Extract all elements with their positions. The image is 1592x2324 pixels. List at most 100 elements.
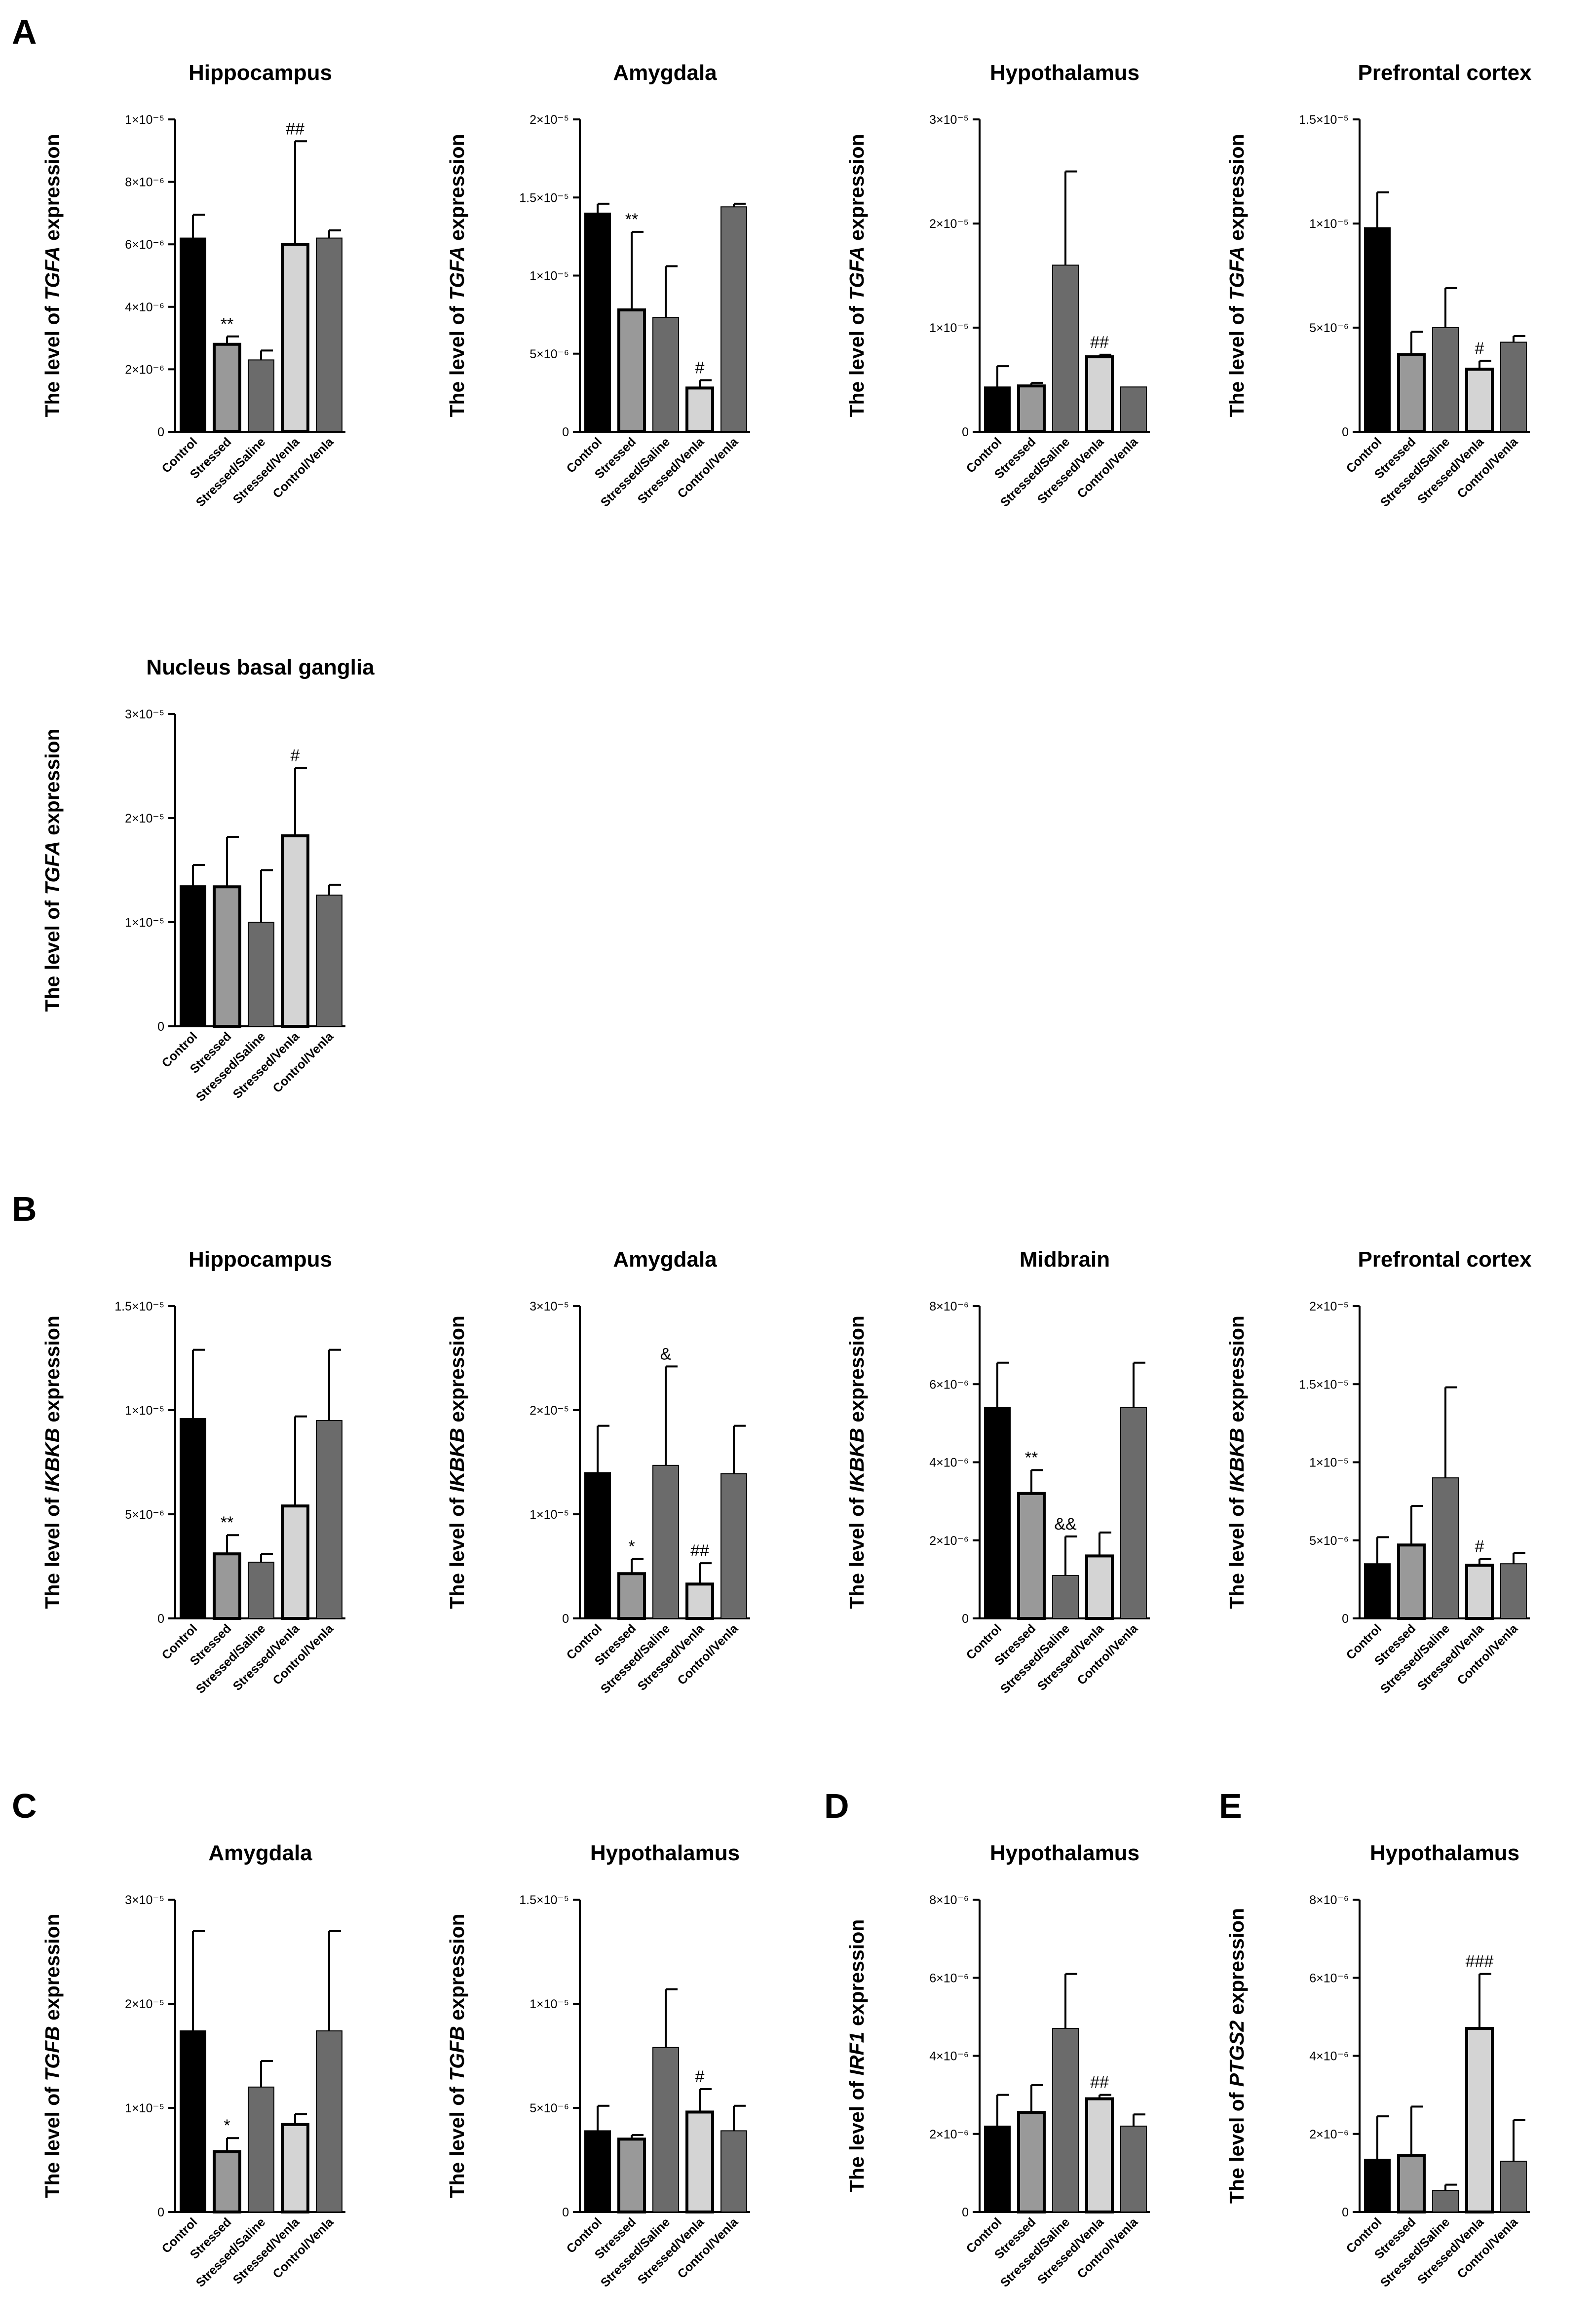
bar-control [984, 2125, 1011, 2212]
y-tick-label: 0 [562, 1612, 569, 1626]
bar-stressed [1017, 2111, 1046, 2214]
bar-stressed [213, 2150, 241, 2213]
chart-b-midbrain: Midbrain The level of IKBKB expression 0 2×… [845, 1247, 1150, 1696]
chart-title: Prefrontal cortex [1358, 61, 1532, 85]
chart-e-hypothalamus: Hypothalamus The level of PTGS2 expressio… [1225, 1841, 1530, 2290]
bar-control-venla [316, 237, 342, 432]
y-tick-label: 2×10⁻⁶ [125, 363, 164, 376]
y-axis-label-suffix: expression [41, 134, 64, 246]
bar-stressed-venla [281, 2123, 309, 2214]
bar-stressed-saline [1052, 264, 1079, 432]
x-tick-label-control-venla: Control/Venla [1455, 1621, 1521, 1688]
panel-letter-a: A [12, 13, 37, 51]
panel-letter-e: E [1219, 1787, 1242, 1825]
bar-stressed-venla [1085, 2097, 1114, 2213]
bar-control [584, 1472, 611, 1619]
y-tick-label: 0 [157, 1020, 164, 1034]
y-axis-label-suffix: expression [446, 134, 468, 246]
y-axis-label-gene: IKBKB [1225, 1428, 1248, 1492]
bar-control [180, 1418, 206, 1619]
bar-stressed-saline [652, 317, 679, 433]
significance-label: ** [625, 210, 638, 229]
x-tick-label-control-venla: Control/Venla [1075, 435, 1141, 501]
y-tick-label: 0 [157, 1612, 164, 1626]
chart-title: Prefrontal cortex [1358, 1247, 1532, 1272]
significance-label: ** [221, 1513, 233, 1532]
bar-stressed-venla [1465, 2027, 1494, 2213]
bar-stressed-saline [1432, 327, 1459, 432]
y-tick-label: 1×10⁻⁵ [125, 113, 164, 127]
y-tick-label: 5×10⁻⁶ [1309, 321, 1349, 335]
bar-stressed-saline [652, 2047, 679, 2212]
chart-title: Nucleus basal ganglia [146, 655, 375, 679]
significance-label: * [628, 1537, 635, 1556]
x-tick-label-control-venla: Control/Venla [1075, 1621, 1141, 1688]
y-axis-label: The level of TGFB expression [446, 1913, 468, 2198]
chart-title: Amygdala [613, 61, 717, 85]
y-tick-label: 1×10⁻⁵ [530, 269, 569, 283]
y-tick-label: 3×10⁻⁵ [125, 708, 164, 721]
y-axis-label-prefix: The level of [446, 1492, 468, 1609]
y-tick-label: 2×10⁻⁵ [125, 812, 164, 825]
y-tick-label: 0 [562, 425, 569, 439]
x-tick-label-control-venla: Control/Venla [1075, 2215, 1141, 2282]
significance-label: # [695, 2067, 705, 2086]
bar-stressed-venla [281, 1504, 309, 1620]
y-axis-label: The level of IRF1 expression [845, 1919, 868, 2193]
y-axis-label-gene: TGFA [1225, 246, 1248, 300]
y-axis-label: The level of IKBKB expression [446, 1315, 468, 1609]
bar-control-venla [316, 1420, 342, 1619]
chart-b-hippocampus: Hippocampus The level of IKBKB expression… [41, 1247, 345, 1696]
y-axis-label-gene: TGFB [446, 2026, 468, 2081]
x-tick-label-control-venla: Control/Venla [270, 435, 337, 501]
y-tick-label: 2×10⁻⁶ [1309, 2128, 1349, 2141]
y-tick-label: 0 [962, 2206, 969, 2219]
bar-control [984, 386, 1011, 433]
panel-letter-d: D [824, 1787, 849, 1825]
panel-letter-c: C [12, 1787, 37, 1825]
x-tick-label-control-venla: Control/Venla [675, 1621, 742, 1688]
bar-control-venla [720, 206, 747, 432]
y-tick-label: 3×10⁻⁵ [929, 113, 969, 127]
y-tick-label: 5×10⁻⁶ [125, 1508, 164, 1522]
bar-stressed-venla [1465, 1564, 1494, 1620]
y-axis-label-gene: TGFA [845, 246, 868, 300]
chart-c-amygdala: Amygdala The level of TGFB expression 0 1×1… [41, 1841, 345, 2290]
y-tick-label: 2×10⁻⁶ [929, 1534, 969, 1548]
significance-label: # [1475, 1537, 1484, 1556]
y-axis-label: The level of TGFA expression [41, 728, 64, 1012]
y-tick-label: 2×10⁻⁵ [1309, 1300, 1349, 1313]
bar-control [584, 2130, 611, 2212]
bar-control-venla [1500, 1563, 1527, 1619]
bar-control-venla [720, 1473, 747, 1619]
bar-stressed-venla [685, 2110, 714, 2213]
chart-title: Hypothalamus [990, 61, 1139, 85]
y-axis-label: The level of TGFA expression [446, 134, 468, 417]
y-tick-label: 5×10⁻⁶ [530, 347, 569, 361]
panel-letter-b: B [12, 1190, 37, 1228]
y-tick-label: 3×10⁻⁵ [125, 1893, 164, 1907]
chart-d-hypothalamus: Hypothalamus The level of IRF1 expression… [845, 1841, 1150, 2290]
bar-control [180, 2030, 206, 2212]
y-axis-label-gene: TGFA [41, 841, 64, 895]
y-tick-label: 6×10⁻⁶ [929, 1971, 969, 1985]
significance-label: ** [1025, 1448, 1038, 1467]
y-axis-label-gene: PTGS2 [1225, 2021, 1248, 2087]
significance-label: ### [1466, 1952, 1494, 1971]
bar-control-venla [316, 2030, 342, 2212]
bar-stressed [1397, 1543, 1426, 1620]
y-tick-label: 1×10⁻⁵ [530, 1508, 569, 1522]
y-axis-label: The level of TGFA expression [41, 134, 64, 417]
y-tick-label: 1×10⁻⁵ [1309, 217, 1349, 231]
y-axis-label-prefix: The level of [1225, 1492, 1248, 1609]
significance-label: ## [1090, 333, 1109, 352]
chart-a-prefrontal: Prefrontal cortex The level of TGFA expre… [1225, 61, 1532, 510]
y-axis-label-suffix: expression [845, 134, 868, 246]
y-axis-label-suffix: expression [41, 1913, 64, 2026]
bar-stressed-venla [1085, 1554, 1114, 1620]
y-tick-label: 1.5×10⁻⁵ [1299, 113, 1349, 127]
bar-control [1364, 1563, 1391, 1619]
y-tick-label: 1×10⁻⁵ [1309, 1456, 1349, 1470]
chart-title: Hypothalamus [590, 1841, 740, 1865]
y-tick-label: 6×10⁻⁶ [929, 1378, 969, 1391]
